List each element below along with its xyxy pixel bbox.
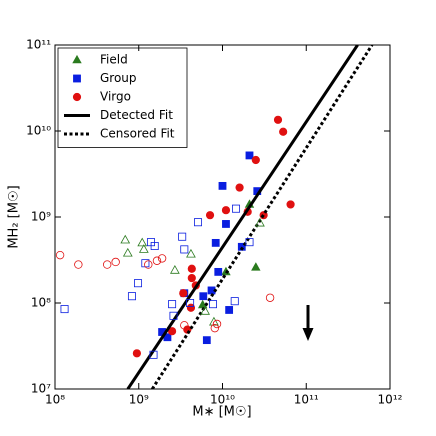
square-marker: [150, 242, 159, 251]
square-marker: [245, 238, 254, 247]
fit-line: [151, 45, 374, 389]
fit-line: [126, 45, 359, 389]
triangle-marker: [137, 237, 148, 247]
square-marker: [208, 300, 217, 309]
square-marker: [127, 292, 136, 301]
square-marker: [214, 267, 223, 276]
x-axis-label: M∗ [M☉]: [192, 405, 251, 420]
square-marker: [194, 218, 203, 227]
circle-marker: [74, 260, 83, 269]
y-tick-label: 10¹⁰: [26, 124, 51, 138]
arrow-head: [302, 328, 314, 341]
triangle-marker: [120, 234, 131, 244]
square-marker: [218, 181, 227, 190]
circle-marker: [221, 206, 231, 215]
triangle-marker: [255, 217, 265, 227]
square-marker: [60, 305, 69, 314]
square-marker: [199, 292, 208, 301]
y-tick-label: 10¹¹: [26, 38, 51, 52]
circle-marker: [279, 127, 288, 136]
legend: Field Group Virgo Detected Fit Censored Fit: [57, 47, 188, 148]
circle-marker: [205, 211, 215, 220]
circle-marker: [251, 155, 260, 165]
square-marker: [149, 350, 158, 359]
legend-label: Group: [100, 71, 137, 85]
square-marker: [73, 74, 81, 83]
triangle-marker: [122, 247, 133, 257]
legend-label: Censored Fit: [100, 127, 175, 141]
legend-label: Detected Fit: [100, 108, 173, 122]
square-marker: [230, 297, 239, 306]
triangle-marker: [186, 248, 196, 258]
square-marker: [237, 242, 246, 251]
square-marker: [186, 298, 195, 307]
circle-marker: [102, 260, 112, 269]
square-marker: [134, 279, 143, 288]
square-marker: [168, 300, 177, 309]
y-tick-label: 10⁹: [31, 210, 51, 224]
circle-marker: [235, 183, 244, 192]
circle-marker: [273, 115, 283, 124]
x-tick-label: 10⁹: [129, 393, 149, 407]
square-marker: [180, 245, 189, 254]
circle-marker: [157, 254, 167, 263]
x-tick-label: 10¹²: [378, 393, 403, 407]
square-marker: [232, 204, 241, 213]
circle-marker: [152, 256, 162, 265]
square-marker: [202, 336, 211, 345]
circle-marker: [111, 257, 120, 267]
square-marker: [245, 151, 254, 160]
x-tick-label: 10¹⁰: [210, 393, 235, 407]
square-marker: [178, 232, 187, 241]
plot-area: [55, 45, 374, 389]
circle-marker: [144, 260, 153, 269]
circle-marker: [212, 319, 222, 329]
circle-marker: [180, 321, 189, 330]
triangle-marker: [169, 264, 180, 274]
y-tick-label: 10⁷: [31, 382, 51, 396]
circle-marker: [167, 327, 177, 336]
square-marker: [225, 306, 234, 314]
legend-label: Virgo: [100, 90, 131, 104]
legend-label: Field: [100, 53, 128, 67]
circle-marker: [186, 303, 196, 312]
x-tick-label: 10⁸: [45, 393, 65, 407]
circle-marker: [72, 92, 82, 102]
y-axis-label: MH₂ [M☉]: [7, 185, 22, 248]
triangle-marker: [251, 262, 261, 271]
y-tick-label: 10⁸: [31, 296, 51, 310]
circle-marker: [265, 293, 275, 302]
x-tick-label: 10¹¹: [294, 393, 319, 407]
circle-marker: [187, 273, 196, 283]
circle-marker: [210, 323, 220, 333]
square-marker: [169, 311, 178, 320]
circle-marker: [286, 200, 295, 209]
square-marker: [211, 238, 220, 247]
circle-marker: [55, 250, 65, 260]
triangle-marker: [138, 244, 149, 253]
circle-marker: [187, 264, 196, 273]
circle-marker: [179, 289, 188, 298]
circle-marker: [132, 349, 141, 358]
triangle-marker: [200, 306, 210, 315]
triangle-marker: [209, 316, 219, 326]
triangle-marker: [72, 54, 82, 64]
square-marker: [222, 220, 230, 228]
